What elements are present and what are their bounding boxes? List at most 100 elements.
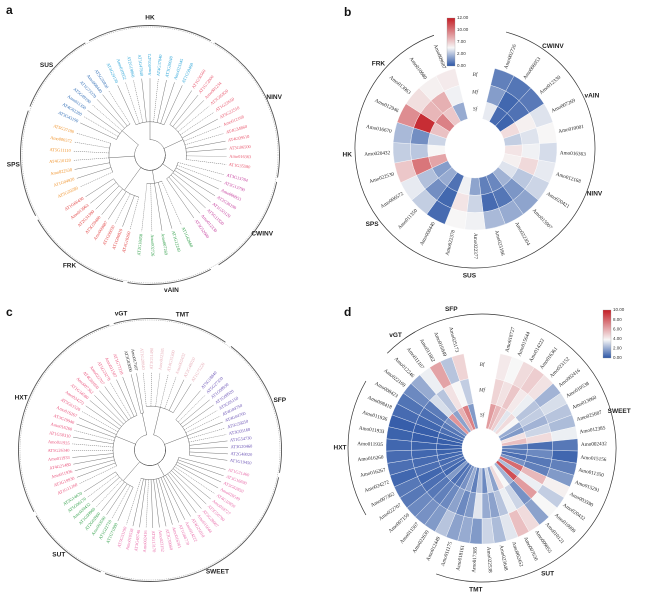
gene-label: Amo012385: [579, 425, 606, 435]
tree-branch: [158, 182, 172, 228]
tree-branch: [184, 126, 221, 141]
gene-label: Amo007362: [370, 491, 396, 509]
gene-label: AT4G10120: [49, 158, 72, 165]
gene-label: Amo016260: [357, 455, 384, 463]
tree-branch: [151, 184, 152, 232]
gene-label: Amo008440: [419, 221, 437, 247]
gene-label: Amo017385: [471, 546, 479, 573]
tree-branch: [142, 183, 147, 231]
gene-label: Amo016363: [229, 154, 252, 159]
tree-branch: [141, 155, 166, 171]
tree-branch: [134, 435, 165, 466]
tree-branch: [73, 151, 109, 153]
gene-label: Amo012449: [425, 536, 442, 562]
tree-branch: [170, 472, 202, 508]
gene-label: AT1G47840: [137, 54, 144, 77]
tree-branch: [113, 415, 137, 466]
tree-branch: [133, 479, 144, 526]
tree-branch: [182, 405, 213, 427]
gene-label: Amo006572: [50, 135, 72, 144]
group-label: HK: [343, 151, 353, 158]
group-label: SUT: [52, 552, 65, 559]
tree-branch: [152, 170, 154, 183]
gene-label: Amo011933: [358, 425, 385, 435]
legend-tick: 8.00: [613, 317, 622, 322]
tree-branch: [122, 131, 138, 145]
gene-label: Amo010680: [408, 56, 428, 81]
group-label: vGT: [389, 332, 402, 339]
gene-label: AT5G37180: [53, 123, 76, 134]
tree-branch: [163, 164, 174, 172]
gene-label: Amo006953: [522, 56, 542, 81]
tree-branch: [173, 95, 198, 127]
gene-label: Amo011935: [48, 439, 71, 446]
tree-branch: [185, 134, 224, 145]
tree-branch: [88, 110, 120, 133]
gene-label: Amo022530: [369, 171, 396, 185]
gene-label: Amo005472: [147, 54, 152, 76]
panel-letter-b: b: [344, 5, 351, 19]
tree-branch: [165, 436, 188, 445]
tree-branch: [112, 486, 130, 518]
gene-label: Amo015644: [517, 331, 532, 358]
tree-branch: [164, 148, 166, 155]
group-label: FRK: [63, 263, 77, 270]
tree-branch: [75, 163, 110, 170]
tree-branch: [143, 372, 146, 406]
gene-label: Amo022538: [485, 547, 493, 574]
group-label: NINV: [587, 191, 603, 198]
legend-tick: 2.00: [613, 346, 622, 351]
legend-tick: 0.00: [457, 63, 466, 68]
tree-branch: [142, 79, 147, 122]
group-label: SUT: [541, 571, 554, 578]
tree-branch: [151, 372, 152, 406]
tree-branch: [188, 428, 225, 439]
tree-branch: [123, 462, 140, 481]
gene-label: Amo022377: [472, 233, 478, 259]
tree-branch: [73, 457, 113, 464]
heatmap-cell: [465, 212, 486, 230]
gene-label: Amo025173: [447, 326, 459, 353]
tree-branch: [90, 400, 122, 426]
gene-label: Amo016267: [360, 467, 387, 479]
legend-tick: 4.00: [613, 336, 622, 341]
tree-branch: [154, 79, 159, 122]
gene-label: AT2G48020: [230, 451, 253, 457]
tree-branch: [110, 383, 131, 418]
group-label: SPS: [7, 161, 21, 168]
tree-branch: [178, 106, 209, 132]
tree-branch: [139, 479, 146, 527]
gene-label: Amo008418: [366, 395, 393, 411]
group-arc: [436, 574, 517, 582]
tree-branch: [170, 91, 192, 125]
tree-branch: [92, 105, 122, 131]
gene-label: Amo024272: [364, 479, 391, 494]
tree-branch: [73, 437, 113, 444]
gene-label: Amo008423: [374, 381, 400, 400]
tree-branch: [182, 119, 218, 138]
tree-branch: [99, 391, 126, 422]
group-arc: [114, 320, 132, 324]
gene-label: AT4G35300: [166, 349, 176, 372]
gene-label: Amo013963: [388, 75, 412, 97]
gene-label: Amo011350: [578, 467, 605, 479]
gene-label: AT5G11110: [49, 147, 71, 153]
gene-label: Amo002726: [503, 43, 518, 70]
tree-branch: [169, 177, 200, 213]
gene-label: Amo018161: [455, 544, 466, 571]
tree-branch: [84, 116, 118, 136]
tree-branch: [122, 196, 134, 227]
tree-branch: [186, 149, 226, 152]
tree-branch: [107, 484, 128, 515]
tree-branch: [72, 454, 113, 458]
group-label: TMT: [176, 312, 189, 319]
gene-label: Amo022530: [50, 167, 73, 176]
gene-label: AT3G20040: [164, 55, 174, 78]
gene-label: Amo022378: [445, 229, 457, 256]
gene-label: AT1G54730: [230, 435, 253, 443]
tree-branch: [77, 168, 111, 179]
gene-label: AT4G29130: [106, 62, 120, 85]
panel-letter-a: a: [6, 3, 13, 17]
tree-branch: [74, 142, 109, 148]
